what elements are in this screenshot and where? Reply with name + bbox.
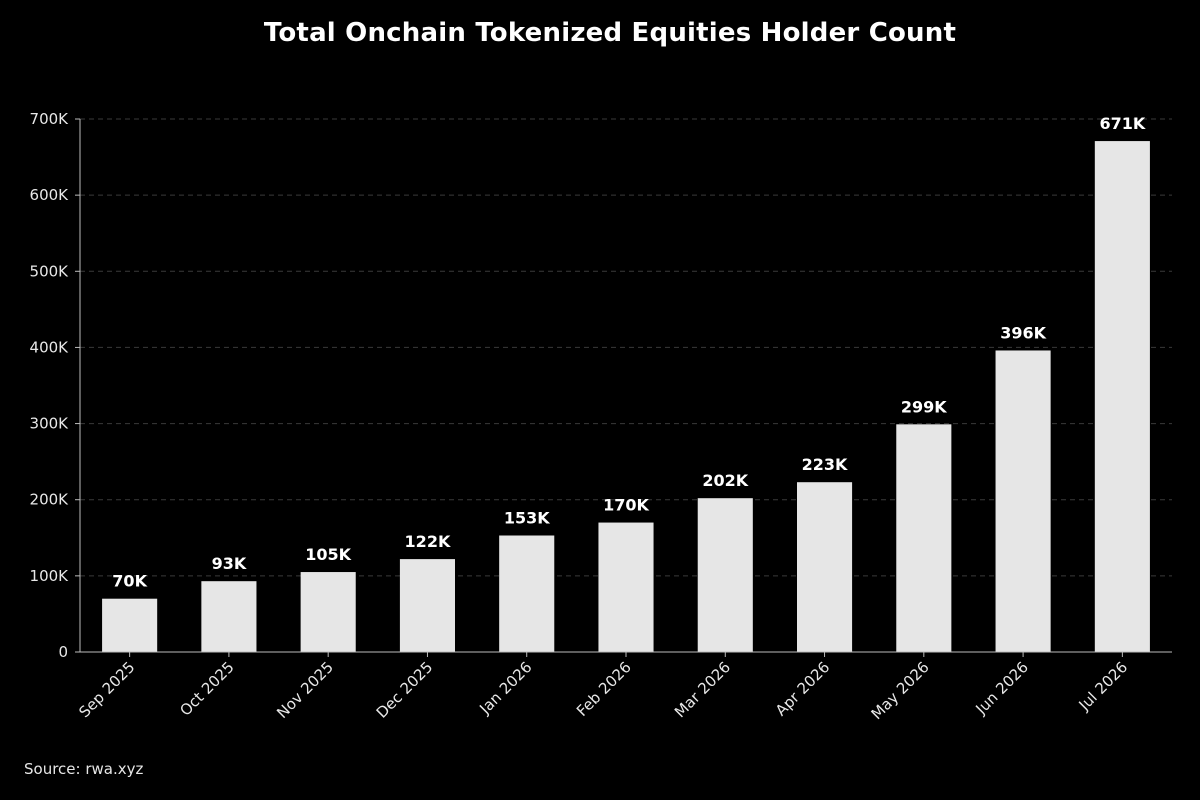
y-tick-label: 700K [30,110,70,128]
data-label: 93K [212,554,247,573]
y-tick-label: 400K [30,338,70,356]
bar [1094,141,1150,652]
x-tick-label: Dec 2025 [373,658,437,722]
data-label: 105K [305,545,351,564]
x-tick-label: May 2026 [868,658,933,723]
data-label: 396K [1000,323,1046,342]
x-tick-label: Jun 2026 [972,658,1032,718]
data-label: 202K [702,471,748,490]
bar [796,482,853,652]
data-label: 299K [901,397,947,416]
x-tick-label: Jul 2026 [1075,658,1132,715]
x-tick-label: Apr 2026 [772,658,833,719]
x-tick-label: Feb 2026 [573,658,635,720]
axes [75,118,1172,657]
x-tick-label: Sep 2025 [75,658,138,721]
data-label: 122K [405,532,451,551]
y-tick-label: 100K [30,567,70,585]
x-tick-label: Nov 2025 [273,658,337,722]
x-tick-label: Mar 2026 [671,658,734,721]
bar [499,535,555,652]
bar [598,522,654,652]
bar [896,424,952,652]
bar [399,559,456,652]
bar [995,350,1051,652]
y-tick-label: 600K [30,186,70,204]
bar [300,572,356,652]
data-label: 223K [802,455,848,474]
bars [102,141,1150,652]
y-tick-label: 500K [30,262,70,280]
bar [697,498,753,652]
labels: 0 100K 200K 300K 400K 500K 600K 700K 70K Sep 2025… [30,110,1146,723]
bar [201,581,257,652]
x-tick-label: Jan 2026 [475,658,535,718]
data-label: 671K [1099,114,1145,133]
data-label: 153K [504,509,550,528]
grid-lines [80,118,1172,577]
y-tick-label: 300K [30,415,70,433]
data-label: 70K [112,572,147,591]
data-label: 170K [603,496,649,515]
chart-title: Total Onchain Tokenized Equities Holder … [263,18,957,48]
bar [102,598,158,652]
y-tick-label: 0 [58,643,68,661]
y-tick-label: 200K [30,491,70,509]
x-tick-label: Oct 2025 [176,658,237,719]
source-note: Source: rwa.xyz [24,760,144,778]
